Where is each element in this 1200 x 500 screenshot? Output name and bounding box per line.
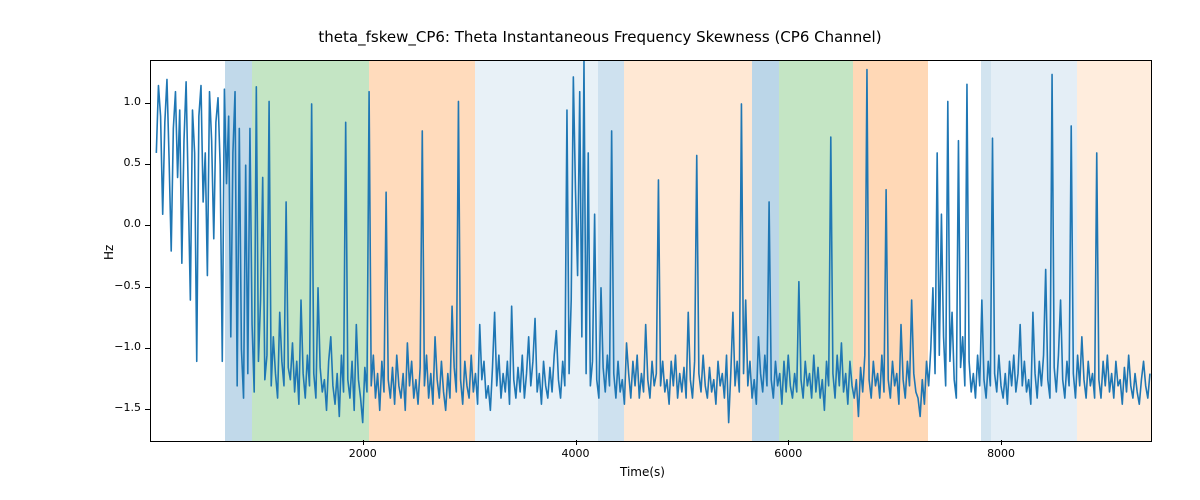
y-tick-label: 0.5 [124, 156, 142, 169]
y-tick-label: 0.0 [124, 217, 142, 230]
plot-area [150, 60, 1152, 442]
y-tick [145, 164, 150, 165]
chart-title: theta_fskew_CP6: Theta Instantaneous Fre… [0, 28, 1200, 46]
y-tick [145, 348, 150, 349]
x-tick [788, 440, 789, 445]
line-series [151, 61, 1151, 441]
x-tick-label: 4000 [556, 447, 596, 460]
y-tick [145, 287, 150, 288]
y-axis-label: Hz [102, 245, 116, 260]
series-line [156, 61, 1150, 423]
x-tick-label: 8000 [981, 447, 1021, 460]
y-tick [145, 409, 150, 410]
y-tick [145, 225, 150, 226]
x-tick-label: 6000 [768, 447, 808, 460]
x-tick [576, 440, 577, 445]
figure: theta_fskew_CP6: Theta Instantaneous Fre… [0, 0, 1200, 500]
y-tick-label: −1.5 [114, 401, 141, 414]
y-tick-label: −1.0 [114, 340, 141, 353]
x-tick-label: 2000 [343, 447, 383, 460]
x-axis-label: Time(s) [620, 465, 665, 479]
y-tick-label: 1.0 [124, 95, 142, 108]
x-tick [1001, 440, 1002, 445]
y-tick-label: −0.5 [114, 279, 141, 292]
y-tick [145, 103, 150, 104]
x-tick [363, 440, 364, 445]
